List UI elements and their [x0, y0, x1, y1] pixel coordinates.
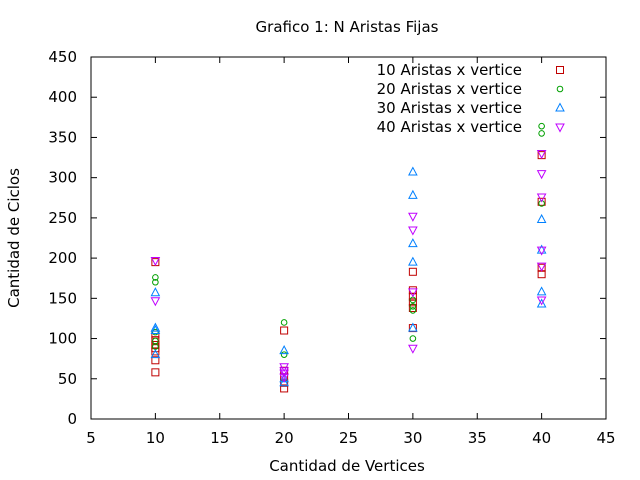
x-axis-label: Cantidad de Vertices [269, 457, 425, 475]
y-tick-label: 200 [48, 249, 77, 267]
y-tick-label: 150 [48, 289, 77, 307]
y-tick-label: 350 [48, 128, 77, 146]
y-tick-label: 100 [48, 330, 77, 348]
legend-marker [556, 85, 564, 93]
data-point [409, 307, 417, 314]
data-point [408, 292, 417, 301]
data-point [280, 384, 289, 393]
y-axis-label: Cantidad de Ciclos [5, 168, 23, 308]
data-point [279, 373, 289, 383]
data-point [279, 363, 289, 373]
legend-entry-label: 10 Aristas x vertice [377, 61, 522, 79]
legend-entry-label: 20 Aristas x vertice [377, 80, 522, 98]
data-point [408, 322, 418, 332]
data-point [408, 166, 418, 176]
legend-marker [556, 66, 564, 74]
y-tick-label: 300 [48, 169, 77, 187]
data-point [150, 322, 161, 332]
data-point [408, 256, 418, 266]
data-point [408, 267, 417, 276]
data-point [408, 226, 418, 236]
x-tick-label: 10 [146, 429, 165, 447]
x-tick-label: 40 [532, 429, 551, 447]
data-point [409, 335, 417, 342]
data-point [151, 356, 160, 365]
y-tick-label: 0 [67, 410, 77, 428]
x-tick-label: 35 [468, 429, 487, 447]
data-points [150, 122, 547, 393]
chart-title: Grafico 1: N Aristas Fijas [256, 18, 439, 36]
data-point [279, 345, 289, 355]
x-tick-label: 20 [275, 429, 294, 447]
data-point [408, 303, 417, 312]
data-point [280, 326, 289, 335]
y-tick-label: 450 [48, 48, 77, 66]
x-tick-label: 5 [86, 429, 96, 447]
data-point [279, 369, 289, 379]
legend-marker [555, 123, 565, 133]
legend-marker [555, 102, 565, 112]
data-point [536, 213, 547, 223]
data-point [152, 337, 159, 345]
x-tick-label: 45 [596, 429, 615, 447]
legend-entry-label: 40 Aristas x vertice [377, 118, 522, 136]
data-point [408, 238, 418, 248]
data-point [408, 298, 417, 307]
data-point [536, 244, 547, 254]
data-point [150, 349, 161, 359]
data-point [408, 344, 418, 354]
data-point [538, 130, 545, 137]
y-axis-ticks: 0 50 100 150 200 250 300 350 400 450 [48, 48, 606, 428]
y-tick-label: 400 [48, 88, 77, 106]
x-axis-ticks: 5 10 15 20 25 30 35 40 45 [86, 57, 616, 447]
data-point [536, 170, 547, 180]
data-point [536, 296, 547, 306]
legend-entry-label: 30 Aristas x vertice [377, 99, 522, 117]
data-point [280, 351, 288, 358]
data-point [151, 340, 160, 349]
data-point [150, 257, 161, 267]
data-point [150, 297, 161, 307]
series-2 [152, 122, 545, 358]
data-point [408, 189, 418, 199]
data-point [280, 319, 288, 326]
y-tick-label: 250 [48, 209, 77, 227]
y-tick-label: 50 [58, 370, 77, 388]
data-point [409, 303, 417, 310]
data-point [536, 193, 547, 203]
data-point [537, 197, 546, 206]
x-tick-label: 25 [339, 429, 358, 447]
data-point [536, 298, 547, 308]
data-point [152, 274, 159, 281]
data-point [152, 278, 159, 286]
data-point [151, 368, 160, 377]
x-tick-label: 30 [403, 429, 422, 447]
series-4 [150, 150, 547, 383]
x-tick-label: 15 [210, 429, 229, 447]
data-point [279, 367, 289, 377]
data-point [536, 246, 547, 256]
data-point [538, 122, 545, 130]
data-point [536, 150, 547, 160]
data-point [408, 212, 418, 222]
data-point [150, 324, 161, 335]
data-point [150, 287, 161, 297]
data-point [408, 288, 418, 298]
data-point [536, 286, 547, 296]
data-point [536, 262, 547, 272]
